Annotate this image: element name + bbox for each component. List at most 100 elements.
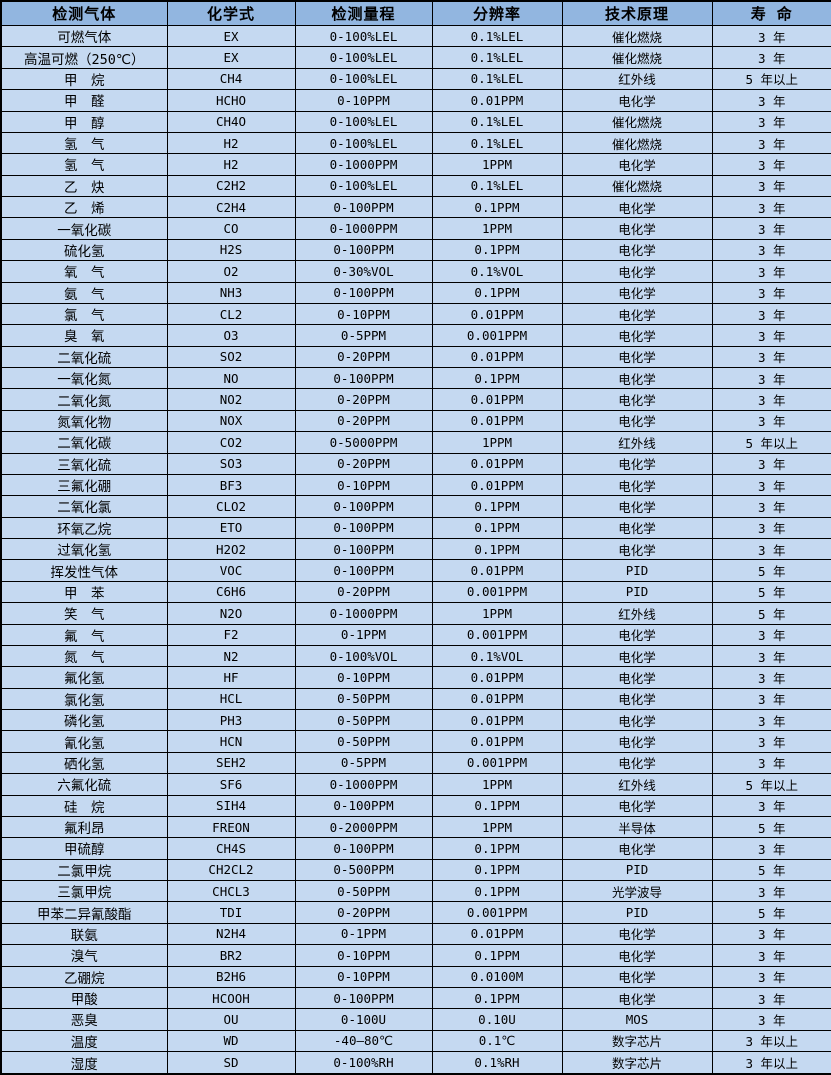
cell-principle: 催化燃烧 <box>561 131 713 155</box>
table-row: 湿度 SD 0-100%RH 0.1%RH 数字芯片 3 年以上 <box>0 1051 831 1075</box>
cell-lifespan: 3 年 <box>711 837 831 860</box>
cell-range: 0-500PPM <box>294 858 433 882</box>
cell-principle: 电化学 <box>561 388 713 411</box>
cell-gas: 氟化氢 <box>0 666 168 689</box>
cell-range: 0-100U <box>294 1008 433 1031</box>
cell-gas: 氢 气 <box>0 153 168 176</box>
cell-formula: CL2 <box>166 302 296 326</box>
table-row: 氟化氢 HF 0-10PPM 0.01PPM 电化学 3 年 <box>0 666 831 689</box>
cell-lifespan: 5 年 <box>711 580 831 604</box>
cell-gas: 臭 氧 <box>0 324 168 347</box>
cell-lifespan: 3 年 <box>711 1008 831 1031</box>
cell-resolution: 0.01PPM <box>431 730 563 753</box>
cell-resolution: 1PPM <box>431 602 563 625</box>
cell-principle: 电化学 <box>561 281 713 304</box>
cell-principle: 电化学 <box>561 195 713 219</box>
cell-resolution: 0.1PPM <box>431 944 563 967</box>
cell-range: 0-20PPM <box>294 580 433 604</box>
cell-formula: H2S <box>166 238 296 262</box>
table-row: 过氧化氢 H2O2 0-100PPM 0.1PPM 电化学 3 年 <box>0 537 831 561</box>
cell-range: 0-10PPM <box>294 473 433 497</box>
cell-lifespan: 3 年 <box>711 879 831 903</box>
table-row: 三氯甲烷 CHCL3 0-50PPM 0.1PPM 光学波导 3 年 <box>0 879 831 903</box>
cell-lifespan: 5 年 <box>711 858 831 882</box>
cell-gas: 三氯甲烷 <box>0 879 168 903</box>
table-row: 三氟化硼 BF3 0-10PPM 0.01PPM 电化学 3 年 <box>0 473 831 497</box>
cell-gas: 甲 烷 <box>0 67 168 91</box>
cell-formula: NO <box>166 366 296 390</box>
cell-formula: NO2 <box>166 388 296 411</box>
cell-range: 0-1000PPM <box>294 217 433 240</box>
cell-lifespan: 3 年 <box>711 495 831 518</box>
cell-range: 0-100%RH <box>294 1051 433 1075</box>
table-row: 挥发性气体 VOC 0-100PPM 0.01PPM PID 5 年 <box>0 559 831 582</box>
cell-principle: 数字芯片 <box>561 1029 713 1053</box>
cell-resolution: 0.1%LEL <box>431 67 563 91</box>
cell-lifespan: 3 年 <box>711 644 831 668</box>
table-row: 甲 烷 CH4 0-100%LEL 0.1%LEL 红外线 5 年以上 <box>0 67 831 91</box>
cell-lifespan: 3 年 <box>711 623 831 646</box>
cell-resolution: 0.01PPM <box>431 687 563 711</box>
table-row: 乙硼烷 B2H6 0-10PPM 0.0100M 电化学 3 年 <box>0 965 831 988</box>
cell-principle: PID <box>561 901 713 924</box>
cell-principle: PID <box>561 580 713 604</box>
cell-gas: 甲硫醇 <box>0 837 168 860</box>
cell-lifespan: 3 年 <box>711 922 831 946</box>
cell-formula: O2 <box>166 260 296 283</box>
cell-principle: 电化学 <box>561 922 713 946</box>
cell-gas: 氯化氢 <box>0 687 168 711</box>
cell-gas: 一氧化氮 <box>0 366 168 390</box>
cell-lifespan: 3 年 <box>711 965 831 988</box>
cell-gas: 挥发性气体 <box>0 559 168 582</box>
cell-principle: 电化学 <box>561 986 713 1010</box>
cell-lifespan: 3 年 <box>711 986 831 1010</box>
cell-gas: 高温可燃（250℃） <box>0 46 168 69</box>
cell-gas: 过氧化氢 <box>0 537 168 561</box>
cell-principle: 电化学 <box>561 708 713 732</box>
cell-formula: PH3 <box>166 708 296 732</box>
cell-lifespan: 3 年 <box>711 944 831 967</box>
cell-resolution: 0.1PPM <box>431 794 563 817</box>
cell-range: 0-100PPM <box>294 495 433 518</box>
cell-gas: 氨 气 <box>0 281 168 304</box>
cell-gas: 甲苯二异氰酸酯 <box>0 901 168 924</box>
cell-principle: 电化学 <box>561 302 713 326</box>
cell-gas: 二氧化氮 <box>0 388 168 411</box>
cell-formula: HCHO <box>166 89 296 112</box>
cell-formula: NOX <box>166 409 296 433</box>
table-header-row: 检测气体 化学式 检测量程 分辨率 技术原理寿 命 <box>0 0 831 26</box>
table-row: 高温可燃（250℃） EX 0-100%LEL 0.1%LEL 催化燃烧 3 年 <box>0 46 831 69</box>
cell-gas: 溴气 <box>0 944 168 967</box>
cell-gas: 三氟化硼 <box>0 473 168 497</box>
cell-lifespan: 3 年 <box>711 46 831 69</box>
table-row: 二氧化硫 SO2 0-20PPM 0.01PPM 电化学 3 年 <box>0 345 831 369</box>
cell-lifespan: 3 年 <box>711 153 831 176</box>
cell-principle: 电化学 <box>561 537 713 561</box>
cell-range: 0-10PPM <box>294 302 433 326</box>
cell-resolution: 0.1PPM <box>431 879 563 903</box>
cell-range: 0-100PPM <box>294 837 433 860</box>
cell-formula: H2O2 <box>166 537 296 561</box>
cell-gas: 乙 烯 <box>0 195 168 219</box>
cell-lifespan: 3 年 <box>711 473 831 497</box>
cell-resolution: 0.01PPM <box>431 302 563 326</box>
cell-lifespan: 5 年以上 <box>711 773 831 796</box>
cell-range: 0-50PPM <box>294 730 433 753</box>
cell-resolution: 0.10U <box>431 1008 563 1031</box>
cell-gas: 硫化氢 <box>0 238 168 262</box>
cell-gas: 六氟化硫 <box>0 773 168 796</box>
cell-lifespan: 3 年 <box>711 345 831 369</box>
table-row: 温度 WD -40—80℃ 0.1℃ 数字芯片 3 年以上 <box>0 1029 831 1053</box>
cell-lifespan: 3 年 <box>711 751 831 775</box>
cell-formula: BR2 <box>166 944 296 967</box>
cell-formula: HCN <box>166 730 296 753</box>
cell-lifespan: 3 年 <box>711 409 831 433</box>
cell-formula: BF3 <box>166 473 296 497</box>
table-row: 二氧化氮 NO2 0-20PPM 0.01PPM 电化学 3 年 <box>0 388 831 411</box>
table-row: 磷化氢 PH3 0-50PPM 0.01PPM 电化学 3 年 <box>0 708 831 732</box>
cell-lifespan: 3 年 <box>711 24 831 48</box>
cell-formula: C6H6 <box>166 580 296 604</box>
cell-gas: 三氧化硫 <box>0 452 168 475</box>
table-row: 氰化氢 HCN 0-50PPM 0.01PPM 电化学 3 年 <box>0 730 831 753</box>
table-row: 二氧化氯 CLO2 0-100PPM 0.1PPM 电化学 3 年 <box>0 495 831 518</box>
